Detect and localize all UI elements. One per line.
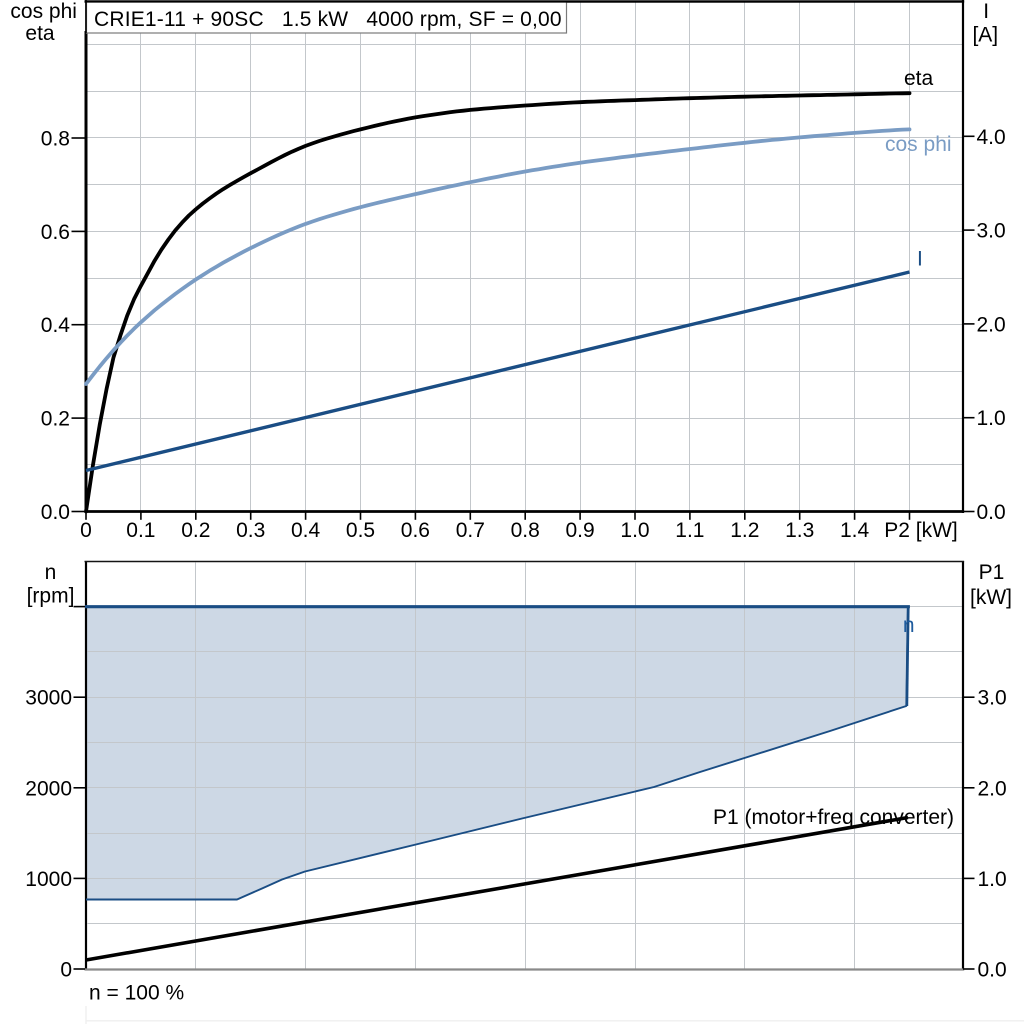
svg-text:[A]: [A] bbox=[972, 24, 998, 47]
svg-text:0.0: 0.0 bbox=[978, 959, 1007, 982]
svg-text:1.0: 1.0 bbox=[978, 868, 1007, 891]
svg-text:P1 (motor+freq converter): P1 (motor+freq converter) bbox=[713, 806, 954, 829]
svg-text:P2 [kW]: P2 [kW] bbox=[884, 519, 958, 542]
svg-text:I: I bbox=[917, 248, 923, 271]
svg-text:eta: eta bbox=[25, 22, 55, 45]
svg-text:n = 100 %: n = 100 % bbox=[89, 982, 184, 1005]
svg-text:CRIE1-11 + 90SC 1.5 kW 400: CRIE1-11 + 90SC 1.5 kW 4000 rpm, SF = 0,… bbox=[94, 8, 562, 31]
svg-text:0.5: 0.5 bbox=[346, 519, 375, 542]
svg-text:0.6: 0.6 bbox=[41, 221, 70, 244]
svg-text:4.0: 4.0 bbox=[977, 126, 1006, 149]
svg-text:0.1: 0.1 bbox=[126, 519, 155, 542]
svg-text:0: 0 bbox=[60, 959, 72, 982]
svg-text:0.2: 0.2 bbox=[181, 519, 210, 542]
svg-text:0.4: 0.4 bbox=[41, 314, 71, 337]
svg-text:1000: 1000 bbox=[25, 868, 72, 891]
svg-text:0: 0 bbox=[80, 519, 92, 542]
svg-text:1.1: 1.1 bbox=[675, 519, 704, 542]
svg-text:0.7: 0.7 bbox=[456, 519, 485, 542]
svg-text:0.0: 0.0 bbox=[41, 501, 70, 524]
svg-text:0.0: 0.0 bbox=[977, 501, 1006, 524]
svg-text:2000: 2000 bbox=[25, 777, 72, 800]
svg-text:3.0: 3.0 bbox=[978, 687, 1007, 710]
svg-text:n: n bbox=[903, 614, 915, 637]
svg-text:1.3: 1.3 bbox=[785, 519, 814, 542]
svg-text:1.0: 1.0 bbox=[620, 519, 649, 542]
svg-text:0.8: 0.8 bbox=[511, 519, 540, 542]
svg-text:2.0: 2.0 bbox=[977, 313, 1006, 336]
svg-text:1.4: 1.4 bbox=[840, 519, 870, 542]
svg-text:3.0: 3.0 bbox=[977, 220, 1006, 243]
svg-text:1.2: 1.2 bbox=[730, 519, 759, 542]
svg-text:P1: P1 bbox=[979, 561, 1005, 584]
svg-text:cos phi: cos phi bbox=[885, 133, 952, 156]
svg-text:0.4: 0.4 bbox=[291, 519, 321, 542]
svg-text:0.6: 0.6 bbox=[401, 519, 430, 542]
svg-text:0.9: 0.9 bbox=[565, 519, 594, 542]
svg-text:[rpm]: [rpm] bbox=[27, 585, 75, 608]
svg-text:0.8: 0.8 bbox=[41, 127, 70, 150]
svg-text:0.2: 0.2 bbox=[41, 408, 70, 431]
svg-text:2.0: 2.0 bbox=[978, 777, 1007, 800]
svg-text:1.0: 1.0 bbox=[977, 407, 1006, 430]
svg-text:n: n bbox=[45, 561, 57, 584]
svg-text:[kW]: [kW] bbox=[970, 586, 1012, 609]
svg-text:eta: eta bbox=[904, 67, 934, 90]
svg-text:I: I bbox=[983, 0, 989, 23]
svg-text:0.3: 0.3 bbox=[236, 519, 265, 542]
svg-text:3000: 3000 bbox=[25, 687, 72, 710]
svg-text:cos phi: cos phi bbox=[10, 0, 77, 23]
